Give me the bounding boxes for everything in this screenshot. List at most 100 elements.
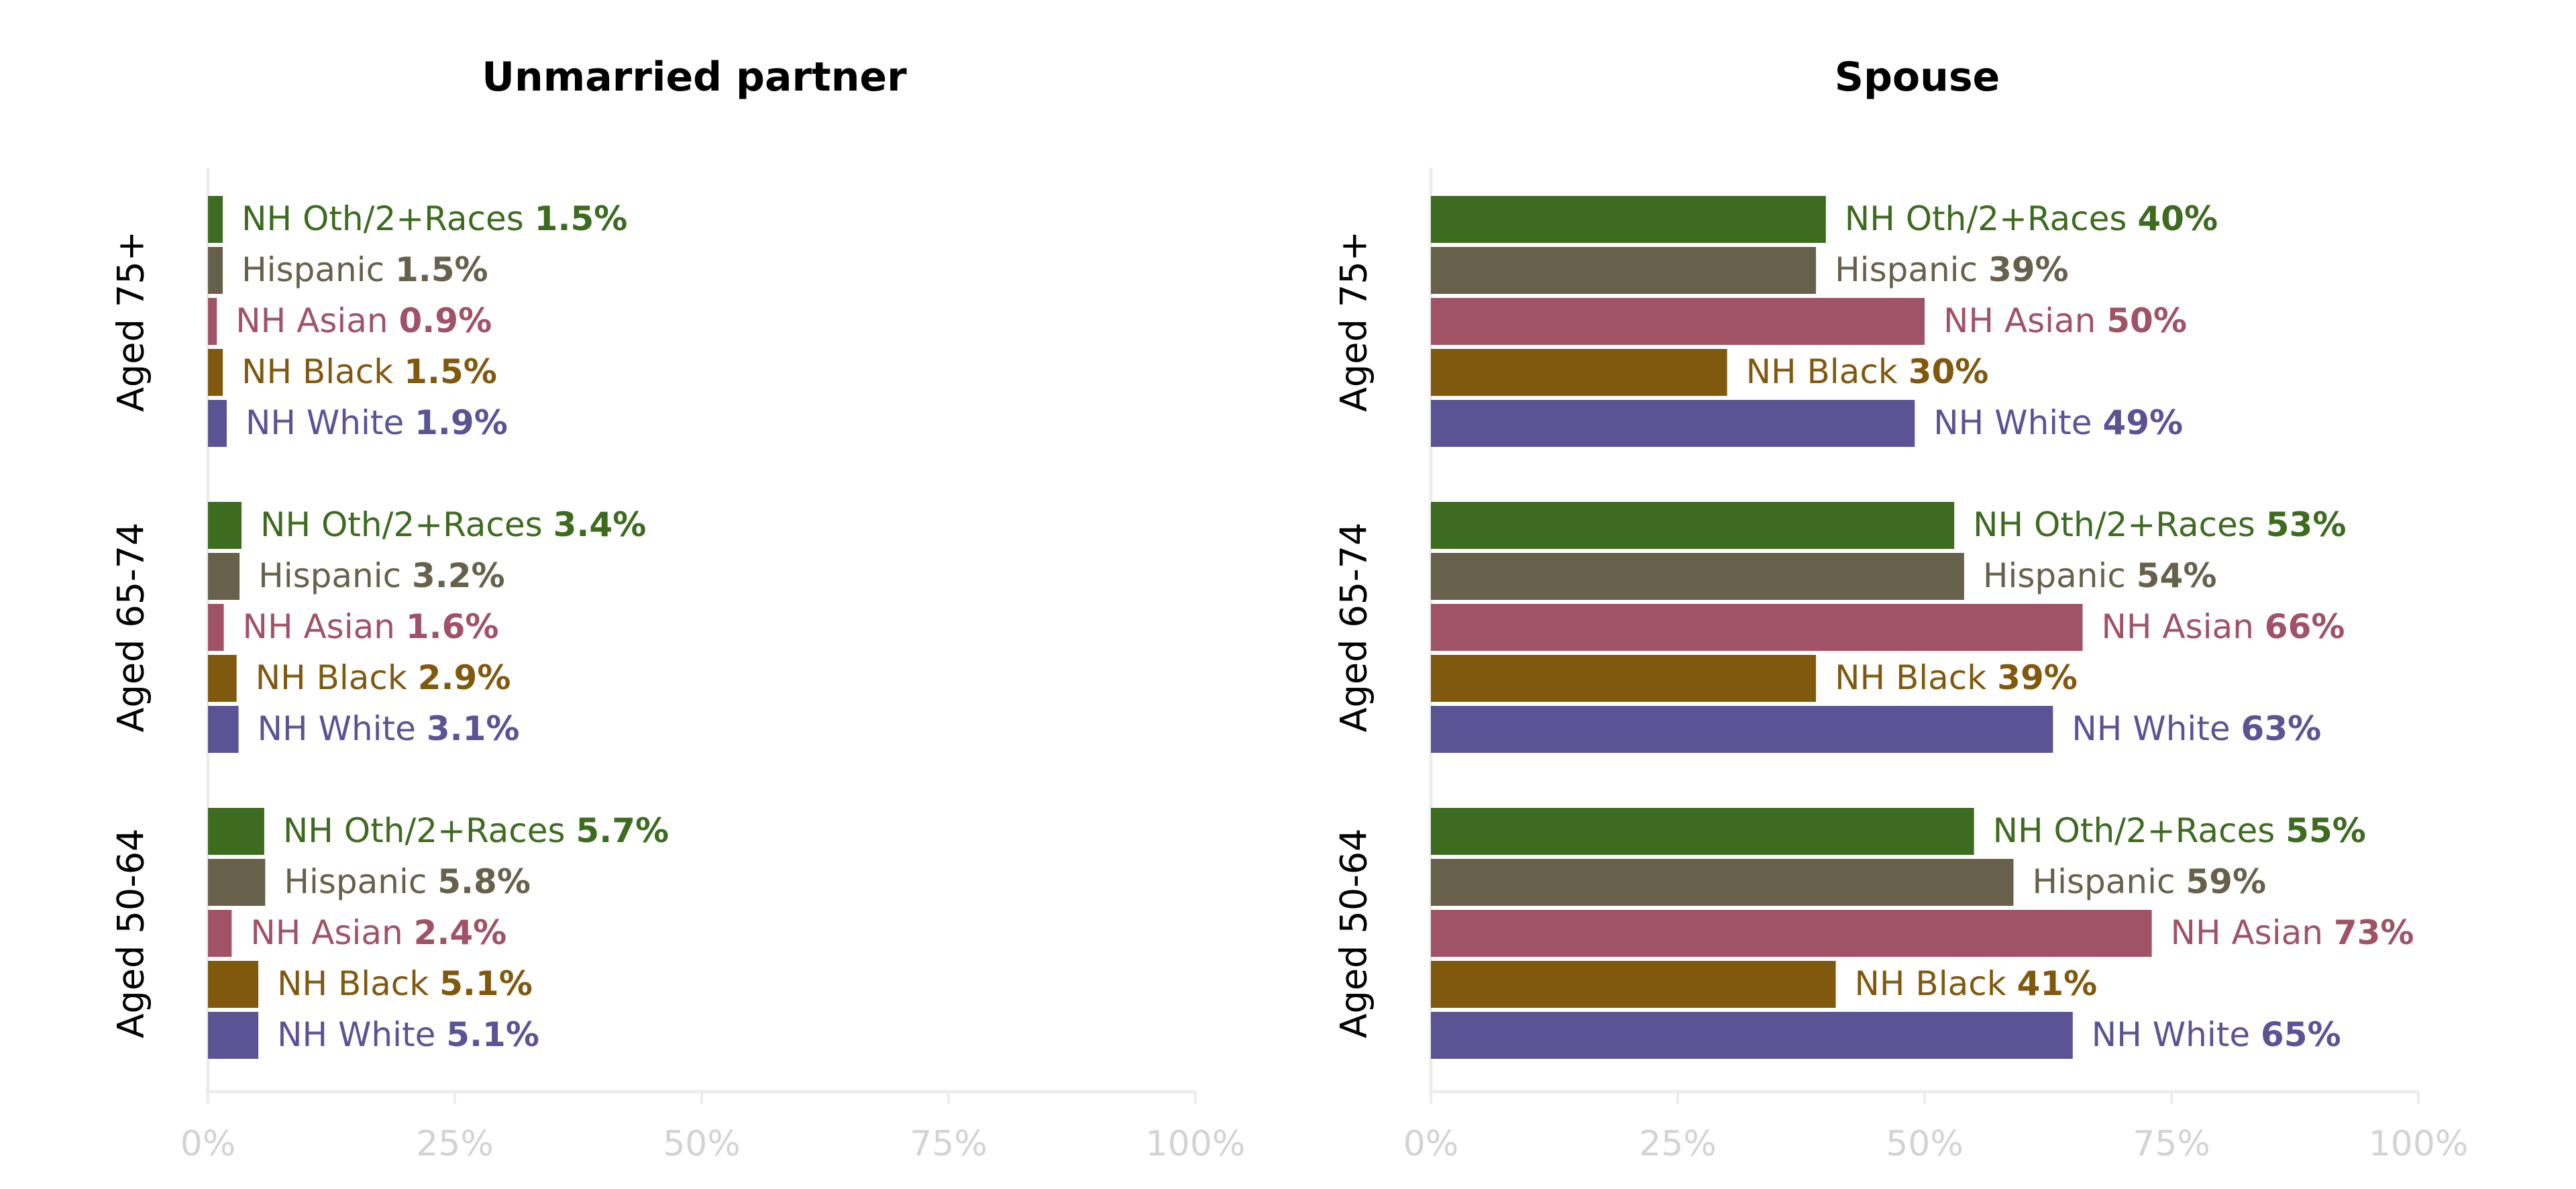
bar-series-name: NH White (2072, 709, 2241, 748)
bar-series-name: NH Oth/2+Races (260, 505, 553, 544)
panel-1-bar-label-aged-50-64-nh-oth-2-races: NH Oth/2+Races 5.7% (283, 811, 669, 850)
bar-series-name: NH Oth/2+Races (283, 811, 576, 850)
panel-2-bar-label-aged-75-nh-oth-2-races: NH Oth/2+Races 40% (1845, 199, 2218, 238)
bar-series-name: NH Black (241, 352, 404, 391)
panel-1-bar-aged-65-74-nh-white (208, 706, 239, 753)
panel-2-bar-aged-75-nh-oth-2-races (1431, 196, 1826, 243)
panel-1-bar-label-aged-75-nh-black: NH Black 1.5% (241, 352, 497, 391)
panel-2-bar-label-aged-65-74-nh-oth-2-races: NH Oth/2+Races 53% (1973, 505, 2346, 544)
panel-2-bar-aged-65-74-hispanic (1431, 553, 1964, 600)
bar-value-label: 2.4% (414, 913, 507, 952)
panel-1-bar-label-aged-65-74-nh-asian: NH Asian 1.6% (243, 607, 499, 646)
panel-1-x-tick-label: 100% (1146, 1124, 1246, 1164)
panel-2-group-label-aged-75: Aged 75+ (1333, 231, 1375, 412)
panel-2-bar-aged-65-74-nh-white (1431, 706, 2053, 753)
bar-series-name: NH White (246, 403, 415, 442)
bar-series-name: Hispanic (1983, 556, 2137, 595)
bar-series-name: NH Black (1835, 658, 1997, 697)
panel-1-group-label-aged-65-74: Aged 65-74 (110, 523, 152, 733)
panel-2: Spouse 0% 25% 50% 75% 100% Aged 75+ NH Oth/2+Ra… (1333, 54, 2469, 1164)
panel-2-bar-aged-75-hispanic (1431, 247, 1817, 294)
panel-2-bar-label-aged-75-nh-white: NH White 49% (1933, 403, 2183, 442)
panel-1-bar-label-aged-65-74-nh-white: NH White 3.1% (258, 709, 520, 748)
bar-value-label: 73% (2334, 913, 2414, 952)
bar-series-name: NH Asian (250, 913, 413, 952)
panel-1-bar-label-aged-50-64-nh-black: NH Black 5.1% (277, 964, 533, 1003)
bar-series-name: Hispanic (2032, 862, 2186, 901)
panel-2-bar-aged-65-74-nh-oth-2-races (1431, 502, 1955, 549)
panel-1-bar-aged-75-nh-white (208, 400, 227, 447)
panel-1-bar-label-aged-50-64-hispanic: Hispanic 5.8% (284, 862, 531, 901)
bar-value-label: 3.1% (427, 709, 520, 748)
panel-1-bar-aged-65-74-hispanic (208, 553, 240, 600)
panel-2-bar-label-aged-65-74-nh-black: NH Black 39% (1835, 658, 2078, 697)
panel-1-bar-aged-50-64-hispanic (208, 859, 266, 906)
bar-series-name: NH Asian (2171, 913, 2334, 952)
panel-1-bar-aged-50-64-nh-black (208, 961, 259, 1008)
panel-2-bar-aged-65-74-nh-asian (1431, 604, 2083, 651)
panel-1-bar-label-aged-75-nh-asian: NH Asian 0.9% (235, 301, 492, 340)
panel-1-bar-aged-75-nh-oth-2-races (208, 196, 223, 243)
panel-2-x-tick-label: 0% (1403, 1124, 1459, 1164)
panel-1-bar-aged-65-74-nh-oth-2-races (208, 502, 242, 549)
bar-value-label: 1.6% (406, 607, 499, 646)
panel-2-bar-aged-50-64-hispanic (1431, 859, 2014, 906)
bar-value-label: 49% (2102, 403, 2183, 442)
bar-series-name: NH White (1933, 403, 2102, 442)
panel-1-group-label-aged-75: Aged 75+ (110, 231, 152, 412)
panel-2-bar-aged-50-64-nh-black (1431, 961, 1836, 1008)
bar-series-name: NH White (258, 709, 427, 748)
panel-2-bar-label-aged-65-74-nh-white: NH White 63% (2072, 709, 2321, 748)
panel-1-group-label-aged-50-64: Aged 50-64 (110, 829, 152, 1039)
bar-value-label: 5.7% (576, 811, 669, 850)
panel-2-bar-label-aged-65-74-hispanic: Hispanic 54% (1983, 556, 2217, 595)
panel-2-bar-label-aged-65-74-nh-asian: NH Asian 66% (2102, 607, 2345, 646)
bar-value-label: 5.1% (439, 964, 533, 1003)
panel-1-x-tick-label: 75% (910, 1124, 987, 1164)
bar-series-name: NH Oth/2+Races (1973, 505, 2266, 544)
bar-value-label: 53% (2266, 505, 2347, 544)
bar-value-label: 0.9% (399, 301, 492, 340)
bar-value-label: 54% (2137, 556, 2217, 595)
bar-series-name: NH Oth/2+Races (1845, 199, 2138, 238)
panel-1-title: Unmarried partner (482, 54, 907, 101)
panel-2-x-tick-label: 50% (1886, 1124, 1964, 1164)
panel-2-bar-label-aged-50-64-nh-white: NH White 65% (2092, 1015, 2341, 1054)
panel-1-bar-aged-65-74-nh-asian (208, 604, 224, 651)
panel-2-bar-label-aged-75-nh-asian: NH Asian 50% (1943, 301, 2187, 340)
bar-value-label: 50% (2106, 301, 2187, 340)
panel-2-bar-aged-75-nh-black (1431, 349, 1727, 396)
bar-value-label: 1.5% (395, 250, 488, 289)
panel-2-bar-label-aged-75-hispanic: Hispanic 39% (1835, 250, 2069, 289)
panel-1-bar-label-aged-65-74-nh-black: NH Black 2.9% (256, 658, 511, 697)
bar-series-name: NH Asian (2102, 607, 2265, 646)
bar-value-label: 5.1% (446, 1015, 539, 1054)
panel-1-bar-label-aged-75-hispanic: Hispanic 1.5% (241, 250, 488, 289)
panel-1-bar-aged-50-64-nh-oth-2-races (208, 808, 264, 855)
panel-2-bar-label-aged-50-64-nh-asian: NH Asian 73% (2171, 913, 2414, 952)
bar-series-name: NH White (2092, 1015, 2261, 1054)
panel-1-bar-aged-65-74-nh-black (208, 655, 237, 702)
bar-value-label: 65% (2261, 1015, 2341, 1054)
bar-value-label: 59% (2186, 862, 2266, 901)
panel-2-bar-label-aged-50-64-nh-black: NH Black 41% (1855, 964, 2098, 1003)
panel-2-bar-aged-75-nh-white (1431, 400, 1915, 447)
bar-series-name: NH Oth/2+Races (1993, 811, 2286, 850)
panel-1-bar-label-aged-75-nh-oth-2-races: NH Oth/2+Races 1.5% (241, 199, 627, 238)
panel-2-x-tick-label: 25% (1639, 1124, 1717, 1164)
bar-value-label: 40% (2137, 199, 2218, 238)
panel-1-x-tick-label: 0% (180, 1124, 236, 1164)
panel-2-x-tick-label: 100% (2369, 1124, 2469, 1164)
panel-2-group-label-aged-65-74: Aged 65-74 (1333, 523, 1375, 733)
panel-1-bar-aged-75-nh-asian (208, 298, 217, 345)
panel-2-bar-aged-65-74-nh-black (1431, 655, 1817, 702)
bar-series-name: NH Oth/2+Races (241, 199, 535, 238)
bar-series-name: NH Black (256, 658, 418, 697)
panel-1-bar-label-aged-65-74-nh-oth-2-races: NH Oth/2+Races 3.4% (260, 505, 646, 544)
bar-series-name: Hispanic (258, 556, 412, 595)
bar-value-label: 1.5% (404, 352, 497, 391)
panel-2-bar-aged-50-64-nh-white (1431, 1012, 2073, 1059)
bar-value-label: 41% (2017, 964, 2098, 1003)
bar-value-label: 5.8% (437, 862, 531, 901)
